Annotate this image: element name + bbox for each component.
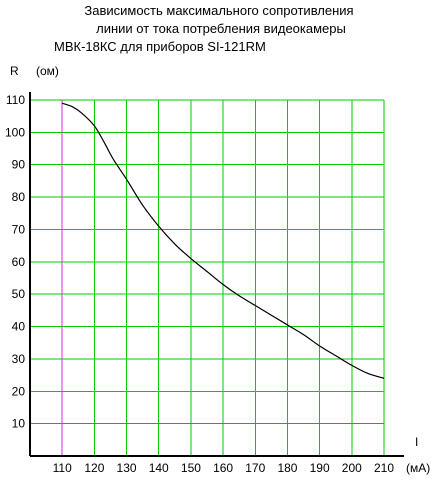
x-tick-label: 150 <box>181 461 201 475</box>
x-tick-label: 190 <box>310 461 330 475</box>
y-tick-label: 20 <box>12 384 26 398</box>
x-tick-label: 180 <box>277 461 297 475</box>
x-tick-label: 120 <box>84 461 104 475</box>
chart-title-line-2: линии от тока потребления видеокамеры <box>96 21 346 36</box>
tick-labels: 10 20 30 40 50 60 70 80 90 100 110 110 120 130 140 150 1… <box>5 93 394 475</box>
y-tick-label: 70 <box>12 222 26 236</box>
x-axis-label: I <box>415 435 418 449</box>
y-tick-label: 80 <box>12 190 26 204</box>
axes <box>29 92 404 457</box>
y-tick-label: 110 <box>6 93 25 107</box>
chart-title-line-3: МВК-18КС для приборов SI-121RM <box>54 39 266 54</box>
chart-title-line-1: Зависимость максимального сопротивления <box>84 3 354 18</box>
x-tick-label: 140 <box>149 461 169 475</box>
x-tick-label: 200 <box>342 461 362 475</box>
x-tick-label: 170 <box>245 461 265 475</box>
grid <box>30 99 385 456</box>
y-tick-label: 100 <box>5 125 25 139</box>
x-tick-label: 110 <box>53 461 72 475</box>
y-tick-label: 40 <box>12 320 26 334</box>
guide-lines <box>30 100 384 456</box>
x-axis-unit: (мА) <box>406 461 430 475</box>
y-tick-label: 90 <box>12 158 26 172</box>
series-group <box>61 102 385 379</box>
y-tick-label: 50 <box>12 287 26 301</box>
x-tick-label: 160 <box>213 461 233 475</box>
x-tick-label: 130 <box>117 461 137 475</box>
chart-title: Зависимость максимального сопротивления … <box>0 2 438 56</box>
y-tick-label: 10 <box>12 417 26 431</box>
y-tick-label: 30 <box>12 352 26 366</box>
y-axis-label: R <box>10 64 19 78</box>
x-tick-label: 210 <box>374 461 394 475</box>
y-axis-unit: (ом) <box>36 64 59 78</box>
y-tick-label: 60 <box>12 255 26 269</box>
series-line-0 <box>61 102 385 379</box>
